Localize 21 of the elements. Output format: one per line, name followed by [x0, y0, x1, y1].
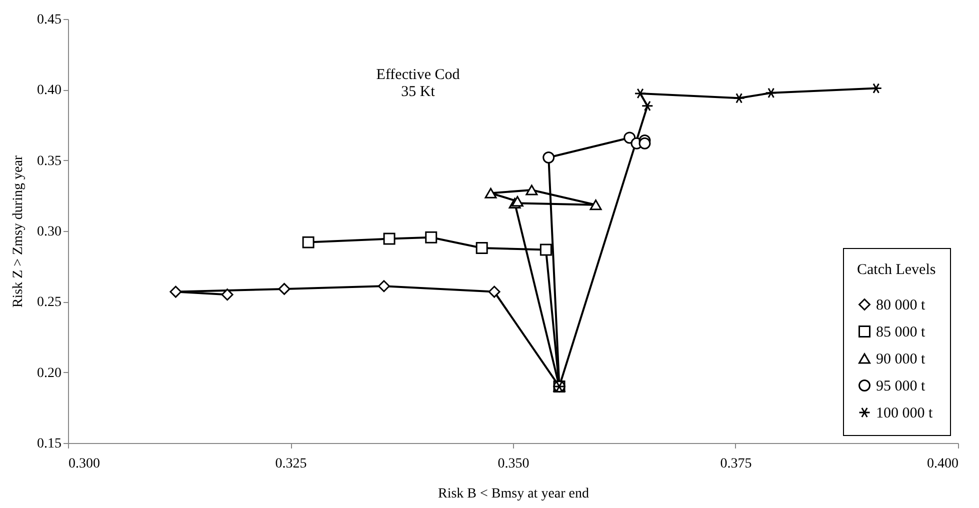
legend-title: Catch Levels [857, 262, 936, 278]
legend-label: 90 000 t [876, 352, 926, 368]
y-tick-label: 0.20 [37, 366, 62, 381]
x-tick-label: 0.350 [498, 456, 530, 472]
legend-label: 95 000 t [876, 378, 926, 394]
x-tick-label: 0.400 [927, 456, 958, 472]
legend-label: 85 000 t [876, 324, 926, 340]
y-axis-title: Risk Z > Zmsy during year [11, 155, 26, 308]
y-tick-label: 0.40 [37, 83, 62, 98]
legend-label: 80 000 t [876, 298, 926, 314]
x-tick-label: 0.325 [275, 456, 307, 472]
x-tick-label: 0.300 [68, 456, 100, 472]
legend-label: 100 000 t [876, 406, 934, 422]
x-axis-title: Risk B < Bmsy at year end [438, 486, 589, 502]
y-tick-label: 0.25 [37, 295, 62, 310]
y-tick-label: 0.35 [37, 154, 62, 169]
y-tick-label: 0.30 [37, 224, 62, 240]
x-tick-label: 0.375 [720, 456, 752, 472]
y-tick-label: 0.15 [37, 436, 62, 452]
annotation: Effective Cod 35 Kt [376, 67, 460, 100]
y-tick-label: 0.45 [37, 12, 62, 28]
